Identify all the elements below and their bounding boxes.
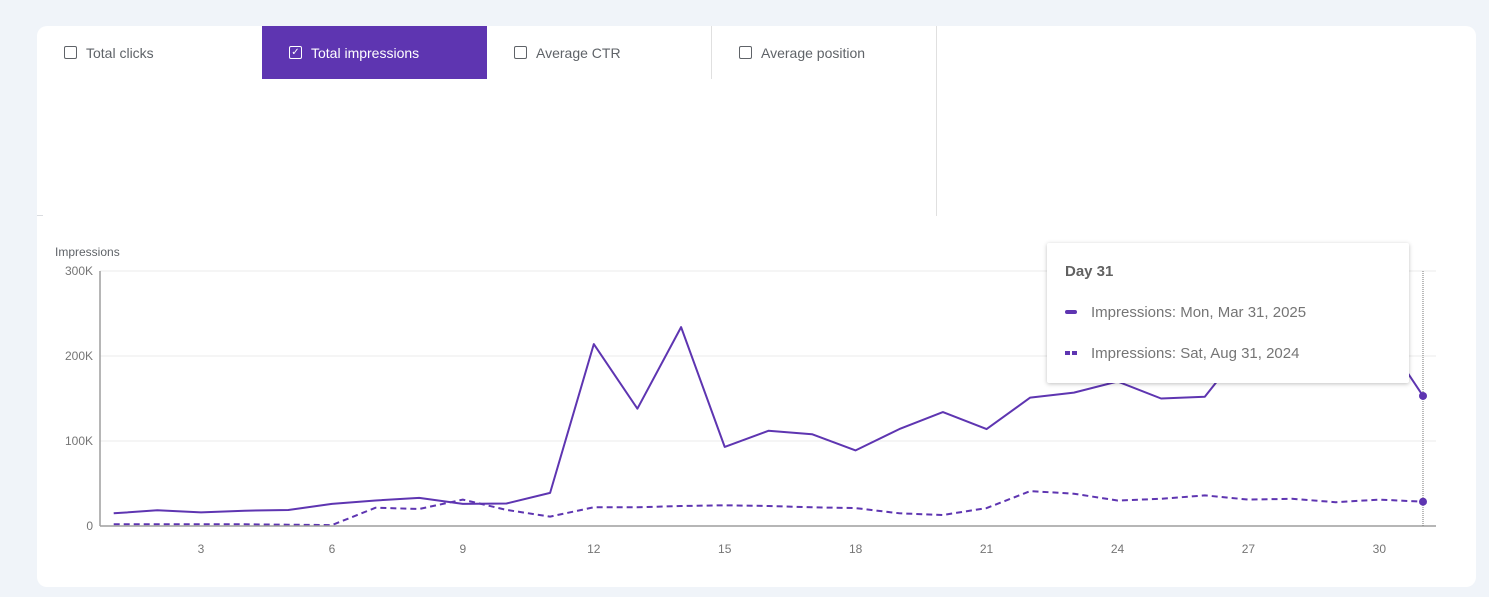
tab-divider <box>936 26 937 216</box>
checkbox-icon[interactable] <box>739 46 752 59</box>
x-tick-label: 3 <box>198 542 205 556</box>
x-tick-label: 24 <box>1111 542 1125 556</box>
y-tick-label: 0 <box>86 519 93 533</box>
x-tick-label: 27 <box>1242 542 1256 556</box>
x-tick-label: 9 <box>460 542 467 556</box>
divider <box>37 215 43 216</box>
chart-tooltip: Day 31 Impressions: Mon, Mar 31, 2025 Im… <box>1047 243 1409 383</box>
tab-label: Average position <box>761 44 866 61</box>
tab-label: Average CTR <box>536 44 621 61</box>
x-tick-label: 15 <box>718 542 732 556</box>
tab-average-position[interactable]: Average position <box>712 26 937 79</box>
tab-total-impressions[interactable]: ✓ Total impressions <box>262 26 487 79</box>
y-tick-label: 300K <box>65 264 93 278</box>
series-line-previous <box>113 490 1424 527</box>
metric-tabs: Total clicks ✓ Total impressions Average… <box>37 26 937 216</box>
x-tick-label: 18 <box>849 542 863 556</box>
y-tick-label: 100K <box>65 434 93 448</box>
x-tick-label: 6 <box>329 542 336 556</box>
tooltip-row-current: Impressions: Mon, Mar 31, 2025 <box>1065 302 1391 322</box>
tooltip-title: Day 31 <box>1065 263 1114 280</box>
tooltip-row-previous: Impressions: Sat, Aug 31, 2024 <box>1065 343 1391 363</box>
checkbox-checked-icon[interactable]: ✓ <box>289 46 302 59</box>
hover-markers <box>1419 391 1427 506</box>
tab-total-clicks[interactable]: Total clicks <box>37 26 262 79</box>
hover-marker <box>1419 391 1427 400</box>
x-tick-label: 30 <box>1373 542 1387 556</box>
checkbox-icon[interactable] <box>514 46 527 59</box>
series-line-current <box>113 316 1424 515</box>
series-group <box>113 316 1424 527</box>
x-tick-label: 21 <box>980 542 994 556</box>
tab-label: Total impressions <box>311 44 420 61</box>
solid-line-legend-icon <box>1065 310 1077 314</box>
y-tick-label: 200K <box>65 349 93 363</box>
tab-average-ctr[interactable]: Average CTR <box>487 26 712 79</box>
hover-marker <box>1419 497 1427 506</box>
tab-divider <box>711 26 712 79</box>
tooltip-row-label: Impressions: Sat, Aug 31, 2024 <box>1091 344 1300 362</box>
tooltip-row-label: Impressions: Mon, Mar 31, 2025 <box>1091 303 1307 321</box>
x-axis-ticks: 3 6 9 12 15 18 21 24 27 30 <box>198 542 1387 556</box>
dashed-line-legend-icon <box>1065 351 1077 355</box>
tab-label: Total clicks <box>86 44 154 61</box>
checkbox-icon[interactable] <box>64 46 77 59</box>
y-axis-ticks: 0 100K 200K 300K <box>65 264 93 533</box>
y-axis-title: Impressions <box>55 245 120 259</box>
x-tick-label: 12 <box>587 542 601 556</box>
